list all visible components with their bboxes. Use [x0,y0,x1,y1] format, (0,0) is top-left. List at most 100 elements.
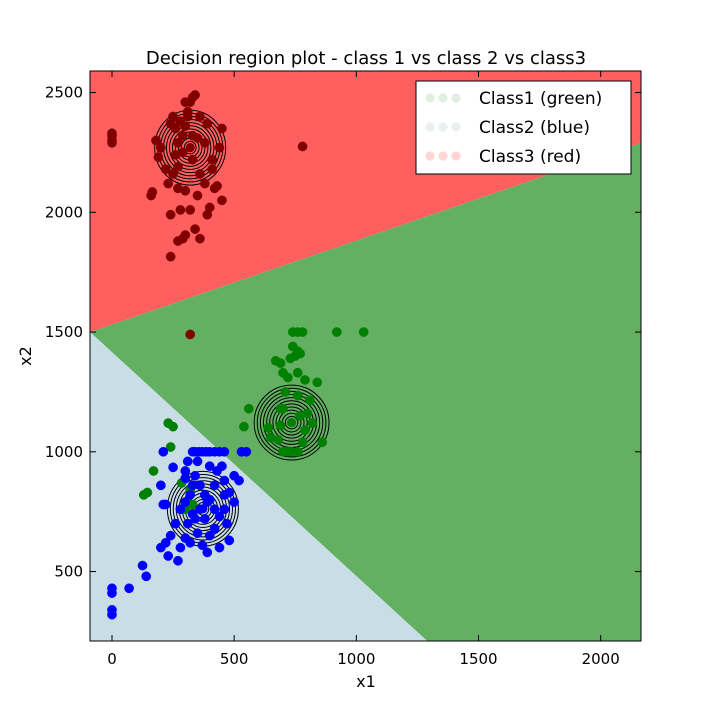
data-point [204,494,215,505]
data-point [165,209,176,220]
y-tick-label: 2000 [45,203,83,221]
data-point [165,530,176,541]
contour-ring [166,122,215,174]
y-tick-label: 1500 [45,323,83,341]
x-axis-ticks: 0 500 1000 1500 2000 [107,71,620,668]
data-point [187,130,198,141]
x-tick-label: 2000 [582,650,620,668]
data-point [173,137,183,148]
data-point [151,135,161,146]
data-point [185,329,196,340]
data-point [158,446,169,457]
data-point [180,185,191,196]
data-point [221,518,232,529]
data-point [165,251,176,262]
data-point [224,535,235,546]
data-point [195,169,205,179]
data-point [173,161,183,172]
contour-ring [171,128,209,167]
data-point [263,422,274,433]
data-point [219,475,230,486]
class-mean-point [198,504,208,514]
data-point [192,456,203,467]
data-point [178,147,188,158]
data-point [275,403,286,414]
data-point [219,446,230,457]
data-point [331,327,342,337]
data-point [195,233,205,244]
data-point [217,123,227,134]
data-point [190,90,200,100]
data-point [199,178,210,189]
data-point [153,152,164,163]
data-point [305,395,315,406]
x-tick-label: 1000 [337,650,375,668]
data-point [204,202,215,213]
data-point [187,480,198,491]
data-point [207,154,218,165]
legend-marker [451,93,461,103]
data-points [107,90,369,620]
data-point [229,470,240,481]
data-point [160,537,171,548]
x-tick-label: 0 [107,650,117,668]
data-point [185,205,196,215]
data-point [180,497,191,507]
x-tick-label: 1500 [459,650,497,668]
data-point [175,205,186,215]
y-axis-ticks: 500 1000 1500 2000 2500 [45,84,641,581]
data-point [137,560,148,571]
data-point [275,420,286,431]
data-point [182,111,193,122]
chart-title: Decision region plot - class 1 vs class … [146,48,586,69]
data-point [214,142,225,153]
data-point [283,372,293,383]
data-point [165,442,176,452]
data-point [168,169,178,179]
data-point [148,466,159,476]
data-point [160,164,171,175]
data-point [190,224,200,234]
data-point [175,504,186,515]
data-point [300,425,310,436]
data-point [168,111,178,122]
legend-marker [451,151,461,161]
legend-label: Class1 (green) [479,89,602,109]
data-point [180,230,191,240]
contour-ring [183,140,197,155]
data-point [199,137,210,148]
data-point [209,480,220,491]
data-point [202,118,213,129]
data-point [292,367,303,378]
data-point [141,571,152,582]
data-point [209,504,220,515]
data-point [168,462,178,473]
data-point [163,551,174,561]
y-axis-label: x2 [16,346,35,366]
data-point [107,137,117,148]
class-mean-point [286,417,297,428]
data-point [107,128,117,139]
data-point [195,111,205,122]
legend-label: Class2 (blue) [479,118,590,138]
data-point [219,490,230,500]
data-point [214,511,225,522]
data-point [187,154,198,165]
data-point [190,514,200,524]
data-point [209,523,220,534]
data-point [358,327,369,337]
contour-ring [168,125,212,170]
data-point [219,504,230,515]
data-point [300,375,310,385]
data-point [182,456,193,467]
data-point [147,187,158,197]
legend-marker [438,151,448,161]
data-point [204,461,215,472]
data-point [175,116,186,127]
data-point [158,499,169,510]
data-point [239,421,249,432]
data-point [312,377,323,388]
plot-frame [89,70,642,642]
data-point [229,497,240,507]
